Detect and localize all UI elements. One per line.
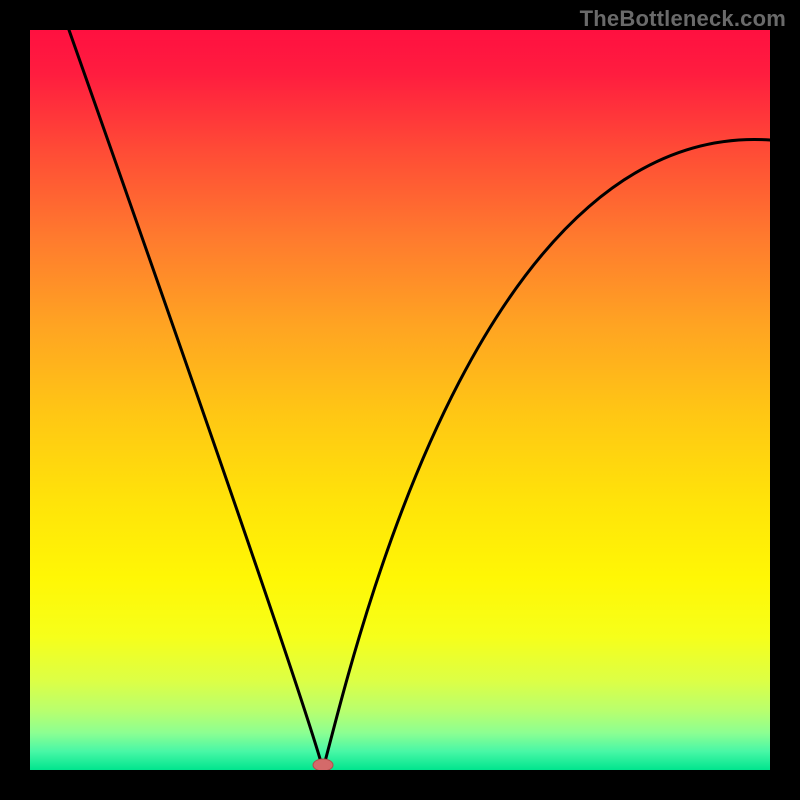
bottleneck-chart-svg <box>30 30 770 770</box>
optimum-marker <box>313 759 333 770</box>
watermark-text: TheBottleneck.com <box>580 6 786 32</box>
plot-area <box>30 30 770 770</box>
gradient-background <box>30 30 770 770</box>
outer-frame: TheBottleneck.com <box>0 0 800 800</box>
